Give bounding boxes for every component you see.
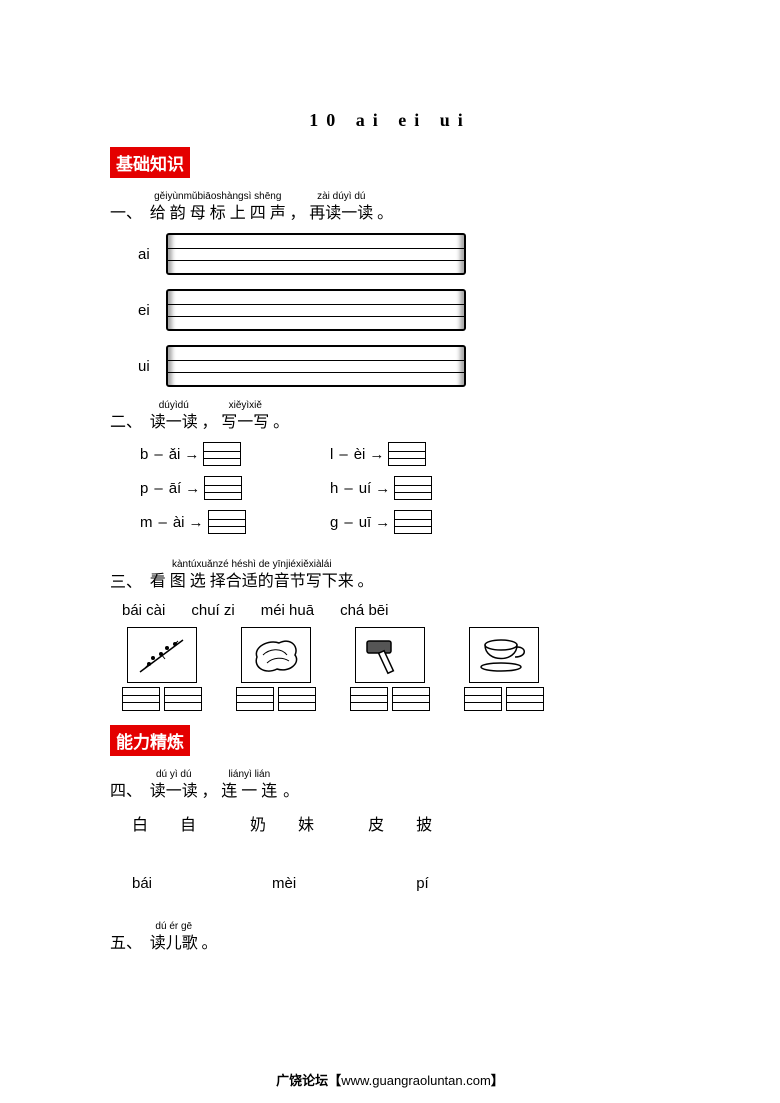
writing-box xyxy=(204,476,242,500)
writing-box xyxy=(388,442,426,466)
writing-box xyxy=(208,510,246,534)
writing-box xyxy=(394,476,432,500)
footer-site: 广饶论坛 xyxy=(276,1073,328,1088)
syllable-item: h–uí→ xyxy=(330,476,500,500)
syllable-item: l–èi→ xyxy=(330,442,500,466)
syllable-grid: b–ǎi→ l–èi→ p–āí→ h–uí→ m–ài→ g–uī→ xyxy=(140,442,670,534)
q3-number: 三、 xyxy=(110,568,142,592)
char-pi: 皮 xyxy=(368,811,384,835)
basic-knowledge-tag: 基础知识 xyxy=(110,147,190,178)
tone-row-ui: ui xyxy=(138,345,670,387)
answer-box xyxy=(392,687,430,711)
q1-phrase-2-text: 再读一读 xyxy=(309,204,373,223)
ability-tag: 能力精炼 xyxy=(110,725,190,756)
answer-box xyxy=(236,687,274,711)
picture-cell xyxy=(350,627,430,711)
tone-row-ei: ei xyxy=(138,289,670,331)
writing-box-ei xyxy=(166,289,466,331)
tone-label-ui: ui xyxy=(138,358,166,375)
q3-phrase: kàntúxuǎnzé héshì de yīnjiéxiěxiàlái 看 图… xyxy=(150,560,354,591)
hammer-icon xyxy=(355,627,425,683)
py-mei: mèi xyxy=(272,875,296,892)
q5-heading: 五、 dú ér gē 读儿歌 。 xyxy=(110,922,670,953)
q1-phrase-1: gěiyùnmǔbiāoshàngsì shēng 给 韵 母 标 上 四 声 xyxy=(150,192,286,223)
match-chars: 白 自 奶 妹 皮 披 xyxy=(132,811,670,835)
cabbage-icon xyxy=(241,627,311,683)
writing-box xyxy=(203,442,241,466)
q1-phrase-1-pinyin: gěiyùnmǔbiāoshàngsì shēng xyxy=(150,192,286,202)
writing-box-ai xyxy=(166,233,466,275)
writing-box-ui xyxy=(166,345,466,387)
q3-heading: 三、 kàntúxuǎnzé héshì de yīnjiéxiěxiàlái … xyxy=(110,560,670,591)
tone-rows: ai ei ui xyxy=(138,233,670,387)
q1-phrase-2: zài dúyì dú 再读一读 xyxy=(309,192,373,223)
answer-box xyxy=(164,687,202,711)
answer-box xyxy=(506,687,544,711)
q4-heading: 四、 dú yì dú 读一读 ， liányì lián 连 一 连 。 xyxy=(110,770,670,801)
footer-url: www.guangraoluntan.com xyxy=(341,1073,491,1088)
q2-phrase-2: xiěyìxiě 写一写 xyxy=(221,401,269,432)
char-nai: 奶 xyxy=(250,811,266,835)
picture-row xyxy=(122,627,670,711)
q1-heading: 一、 gěiyùnmǔbiāoshàngsì shēng 给 韵 母 标 上 四… xyxy=(110,192,670,223)
word-row: bái cài chuí zi méi huā chá bēi xyxy=(122,602,670,619)
answer-box xyxy=(122,687,160,711)
tone-label-ei: ei xyxy=(138,302,166,319)
q5-number: 五、 xyxy=(110,929,142,953)
py-bai: bái xyxy=(132,875,152,892)
q1-phrase-1-text: 给 韵 母 标 上 四 声 xyxy=(150,204,286,223)
char-bai: 白 xyxy=(132,811,148,835)
answer-box xyxy=(464,687,502,711)
q1-phrase-2-pinyin: zài dúyì dú xyxy=(309,192,373,202)
q2-heading: 二、 dúyìdú 读一读 ， xiěyìxiě 写一写 。 xyxy=(110,401,670,432)
teacup-icon xyxy=(469,627,539,683)
syllable-item: b–ǎi→ xyxy=(140,442,310,466)
char-pi2: 披 xyxy=(416,811,432,835)
writing-box xyxy=(394,510,432,534)
word-meihua: méi huā xyxy=(261,602,314,619)
picture-cell xyxy=(236,627,316,711)
syllable-item: g–uī→ xyxy=(330,510,500,534)
answer-box xyxy=(278,687,316,711)
char-mei: 妹 xyxy=(298,811,314,835)
plum-blossom-icon xyxy=(127,627,197,683)
page: 10 ai ei ui 基础知识 一、 gěiyùnmǔbiāoshàngsì … xyxy=(0,0,780,993)
syllable-item: m–ài→ xyxy=(140,510,310,534)
tone-row-ai: ai xyxy=(138,233,670,275)
tone-label-ai: ai xyxy=(138,246,166,263)
word-chabei: chá bēi xyxy=(340,602,388,619)
syllable-item: p–āí→ xyxy=(140,476,310,500)
answer-box xyxy=(350,687,388,711)
word-baicai: bái cài xyxy=(122,602,165,619)
picture-cell xyxy=(464,627,544,711)
q1-number: 一、 xyxy=(110,199,142,223)
picture-cell xyxy=(122,627,202,711)
footer: 广饶论坛【www.guangraoluntan.com】 xyxy=(0,1070,780,1089)
q1-period: 。 xyxy=(377,192,393,223)
py-pi: pí xyxy=(416,875,429,892)
q4-number: 四、 xyxy=(110,777,142,801)
q2-number: 二、 xyxy=(110,408,142,432)
word-chuizi: chuí zi xyxy=(191,602,234,619)
lesson-title: 10 ai ei ui xyxy=(110,110,670,131)
q2-phrase-1: dúyìdú 读一读 xyxy=(150,401,198,432)
q1-comma: ， xyxy=(290,192,306,223)
match-pinyin: bái mèi pí xyxy=(132,875,670,892)
char-zi: 自 xyxy=(180,811,196,835)
